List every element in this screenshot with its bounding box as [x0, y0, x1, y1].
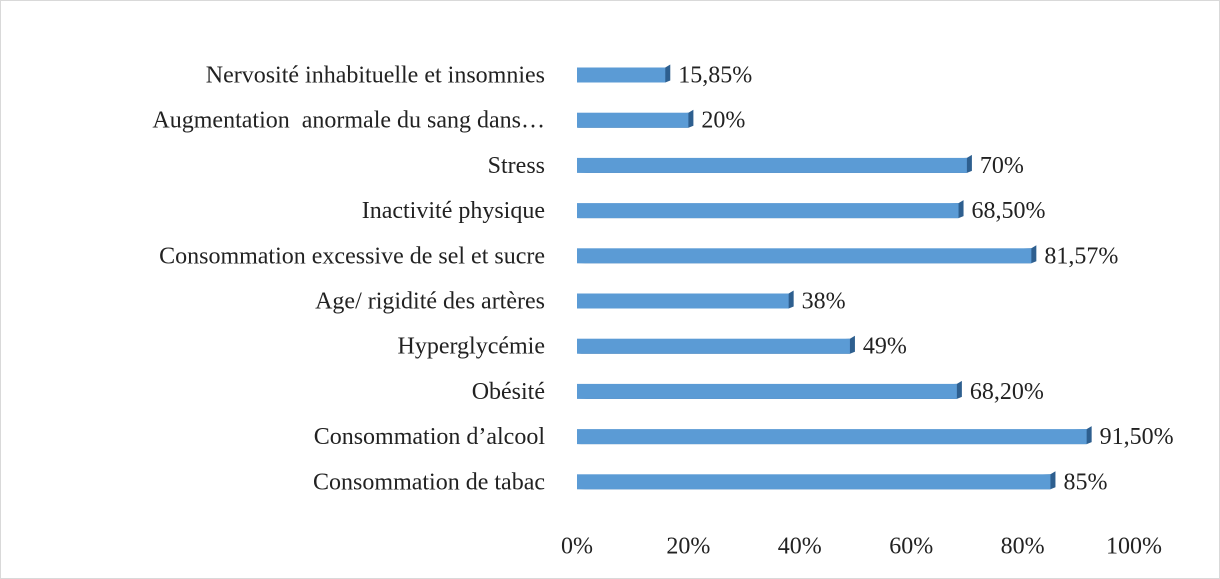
value-label: 20%	[701, 108, 745, 134]
x-tick-label: 0%	[561, 534, 593, 560]
y-tick-label: Consommation excessive de sel et sucre	[159, 243, 545, 269]
bar	[577, 157, 967, 173]
value-label: 68,50%	[972, 198, 1046, 224]
value-label: 91,50%	[1100, 424, 1174, 450]
bar	[577, 67, 666, 83]
x-tick-label: 100%	[1106, 534, 1162, 560]
y-tick-label: Age/ rigidité des artères	[315, 289, 545, 315]
x-tick-label: 80%	[1001, 534, 1045, 560]
y-tick-label: Nervosité inhabituelle et insomnies	[206, 63, 545, 89]
bar	[577, 474, 1051, 490]
x-tick-label: 20%	[666, 534, 710, 560]
bar	[577, 248, 1032, 264]
bar	[577, 338, 850, 354]
bar	[577, 429, 1087, 445]
y-tick-label: Hyperglycémie	[397, 334, 545, 360]
y-tick-label: Inactivité physique	[362, 198, 545, 224]
value-label: 68,20%	[970, 379, 1044, 405]
bar	[577, 293, 789, 309]
bar	[577, 112, 689, 128]
value-label: 15,85%	[678, 63, 752, 89]
value-label: 49%	[863, 334, 907, 360]
y-tick-label: Obésité	[472, 379, 545, 405]
bar	[577, 203, 959, 219]
value-label: 70%	[980, 153, 1024, 179]
y-tick-label: Consommation de tabac	[313, 469, 545, 495]
value-label: 81,57%	[1044, 243, 1118, 269]
y-tick-label: Augmentation anormale du sang dans…	[152, 108, 545, 134]
y-tick-label: Consommation d’alcool	[314, 424, 546, 450]
x-tick-label: 40%	[778, 534, 822, 560]
value-label: 85%	[1063, 469, 1107, 495]
bar	[577, 383, 957, 399]
value-label: 38%	[802, 289, 846, 315]
y-tick-label: Stress	[488, 153, 545, 179]
x-tick-label: 60%	[889, 534, 933, 560]
